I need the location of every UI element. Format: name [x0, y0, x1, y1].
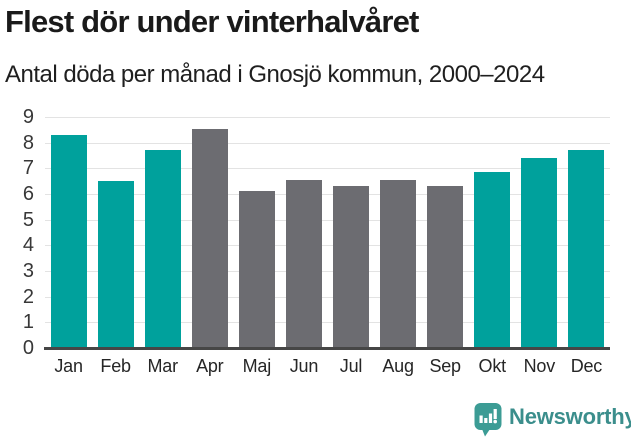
bar-slot-mar — [139, 117, 186, 348]
bar-slot-maj — [233, 117, 280, 348]
gridline-5 — [45, 219, 610, 221]
bar-chart: 0 1 2 3 4 5 6 7 8 9 Jan Feb Mar Apr Maj Jun Jul Aug Sep Ok… — [0, 106, 631, 377]
gridline-8 — [45, 142, 610, 144]
y-axis-labels: 0 1 2 3 4 5 6 7 8 9 — [0, 106, 34, 359]
bar-slot-feb — [92, 117, 139, 348]
bar-nov — [521, 158, 558, 348]
bar-okt — [474, 172, 511, 348]
bar-jan — [50, 135, 87, 348]
bar-jun — [285, 179, 322, 348]
bars — [45, 117, 610, 348]
chart-subtitle: Antal döda per månad i Gnosjö kommun, 20… — [5, 61, 545, 88]
x-tick-label-okt: Okt — [478, 356, 507, 376]
gridline-3 — [45, 271, 610, 272]
newsworthy-logo: Newsworthy — [474, 402, 631, 437]
y-tick-label-2: 2 — [22, 285, 34, 308]
x-axis-labels: Jan Feb Mar Apr Maj Jun Jul Aug Sep Okt Nov Dec — [45, 356, 610, 377]
y-tick-label-8: 8 — [22, 131, 34, 154]
bar-feb — [97, 181, 134, 348]
bar-slot-nov — [516, 117, 563, 348]
bar-slot-okt — [469, 117, 516, 348]
x-tick-label-mar: Mar — [147, 356, 178, 376]
bar-slot-aug — [375, 117, 422, 348]
x-tick-label-nov: Nov — [523, 356, 556, 376]
x-tick-label-jun: Jun — [289, 356, 319, 376]
gridline-6 — [45, 194, 610, 195]
chart-title: Flest dör under vinterhalvåret — [5, 4, 419, 39]
x-axis-line — [44, 347, 610, 350]
x-tick-label-maj: Maj — [242, 356, 272, 376]
brand-name: Newsworthy — [509, 403, 631, 429]
x-tick-label-jan: Jan — [54, 356, 83, 376]
bar-slot-sep — [422, 117, 469, 348]
y-tick-label-1: 1 — [22, 311, 34, 334]
bar-slot-dec — [563, 117, 610, 348]
x-tick-label-sep: Sep — [429, 356, 461, 376]
y-tick-label-7: 7 — [22, 157, 34, 180]
bar-mar — [144, 150, 181, 348]
bar-sep — [427, 186, 464, 348]
bar-slot-jan — [45, 117, 92, 348]
y-tick-label-5: 5 — [22, 208, 34, 231]
bar-maj — [238, 191, 275, 348]
bar-slot-jul — [327, 117, 374, 348]
x-tick-label-feb: Feb — [100, 356, 131, 376]
y-tick-label-3: 3 — [22, 260, 34, 282]
y-tick-label-0: 0 — [22, 337, 34, 359]
bar-slot-apr — [186, 117, 233, 348]
x-tick-label-aug: Aug — [382, 356, 414, 376]
gridline-9 — [45, 117, 610, 118]
gridline-7 — [45, 168, 610, 170]
bar-aug — [380, 179, 417, 348]
bar-apr — [191, 128, 228, 348]
y-tick-label-4: 4 — [22, 234, 34, 257]
bar-dec — [568, 150, 605, 348]
y-tick-label-9: 9 — [22, 106, 34, 128]
x-tick-label-apr: Apr — [196, 356, 224, 376]
x-tick-label-jul: Jul — [339, 356, 363, 376]
gridline-4 — [45, 245, 610, 247]
bar-jul — [333, 186, 369, 348]
y-tick-label-6: 6 — [22, 183, 34, 205]
bar-slot-jun — [280, 117, 327, 348]
plot-area — [45, 117, 610, 348]
gridline-1 — [45, 322, 610, 324]
x-tick-label-dec: Dec — [570, 356, 603, 376]
newsworthy-speech-bubble-bar-chart-icon — [474, 403, 502, 437]
gridline-2 — [45, 296, 610, 298]
